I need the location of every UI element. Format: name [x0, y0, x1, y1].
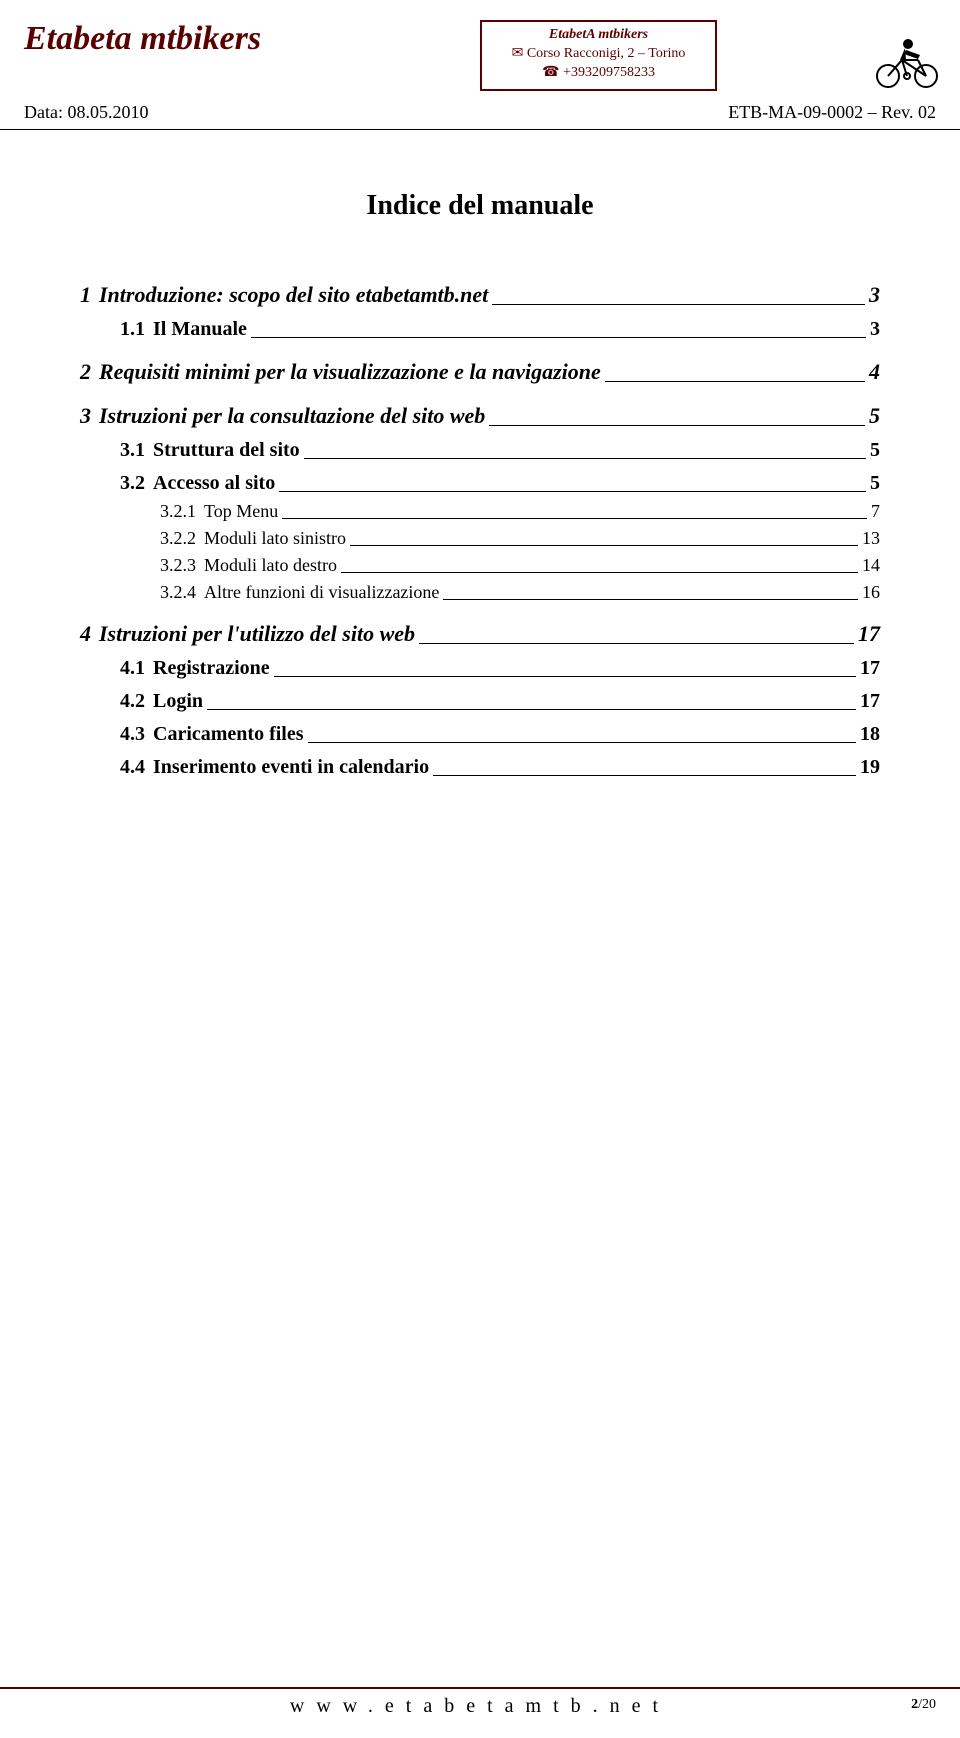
- page-footer: www.etabetamtb.net 2/20: [0, 1687, 960, 1718]
- toc-entry-page: 4: [869, 359, 880, 385]
- toc-leader-line: [207, 709, 856, 710]
- toc-entry: 3.2.4Altre funzioni di visualizzazione 16: [160, 582, 880, 603]
- toc-entry-title: Accesso al sito: [145, 472, 275, 495]
- biker-icon: [872, 30, 942, 95]
- toc-leader-line: [304, 458, 866, 459]
- toc-entry-title: Inserimento eventi in calendario: [145, 756, 429, 779]
- toc-entry-page: 3: [870, 318, 880, 341]
- toc-entry-page: 17: [860, 690, 880, 713]
- toc-entry-number: 3: [80, 403, 91, 429]
- toc-leader-line: [489, 425, 865, 426]
- toc-entry-number: 3.2.3: [160, 555, 196, 576]
- toc-leader-line: [443, 599, 858, 600]
- toc-entry-number: 4.2: [120, 690, 145, 713]
- toc-leader-line: [433, 775, 856, 776]
- toc-entry: 1Introduzione: scopo del sito etabetamtb…: [80, 282, 880, 308]
- toc-entry: 4.4Inserimento eventi in calendario 19: [120, 756, 880, 779]
- toc-entry-number: 3.2.2: [160, 528, 196, 549]
- toc-entry-title: Struttura del sito: [145, 439, 300, 462]
- toc-entry-page: 5: [870, 472, 880, 495]
- toc-entry: 3.2.2Moduli lato sinistro 13: [160, 528, 880, 549]
- toc-entry-title: Altre funzioni di visualizzazione: [196, 582, 439, 603]
- phone-icon: ☎: [542, 65, 559, 80]
- toc-title: Indice del manuale: [80, 190, 880, 222]
- toc-entry-number: 1.1: [120, 318, 145, 341]
- toc-leader-line: [605, 381, 865, 382]
- document-meta-row: Data: 08.05.2010 ETB-MA-09-0002 – Rev. 0…: [0, 102, 960, 130]
- page-total: 20: [922, 1697, 936, 1712]
- toc-entry-number: 3.1: [120, 439, 145, 462]
- toc-entry-page: 17: [858, 621, 880, 647]
- toc-entry-title: Moduli lato destro: [196, 555, 337, 576]
- toc-entry-page: 16: [862, 582, 880, 603]
- org-name: EtabetA mtbikers: [512, 26, 686, 45]
- org-address: Corso Racconigi, 2 – Torino: [527, 46, 686, 61]
- toc-leader-line: [308, 742, 856, 743]
- document-code: ETB-MA-09-0002 – Rev. 02: [728, 102, 936, 123]
- toc-entry-title: Moduli lato sinistro: [196, 528, 346, 549]
- footer-url: www.etabetamtb.net: [24, 1695, 936, 1718]
- org-info-box: EtabetA mtbikers ✉ Corso Racconigi, 2 – …: [480, 20, 718, 91]
- toc-entry-number: 3.2.1: [160, 501, 196, 522]
- toc-leader-line: [341, 572, 858, 573]
- toc-entry-number: 4.4: [120, 756, 145, 779]
- toc-entry-title: Istruzioni per l'utilizzo del sito web: [91, 621, 415, 647]
- toc-entry: 3.2.3Moduli lato destro 14: [160, 555, 880, 576]
- toc-entry: 4.1Registrazione 17: [120, 657, 880, 680]
- page-header: Etabeta mtbikers EtabetA mtbikers ✉ Cors…: [0, 20, 960, 91]
- toc-entry-page: 18: [860, 723, 880, 746]
- toc-entry: 2Requisiti minimi per la visualizzazione…: [80, 359, 880, 385]
- org-phone-line: ☎ +393209758233: [512, 64, 686, 83]
- document-date: Data: 08.05.2010: [24, 102, 148, 123]
- toc-entry-page: 17: [860, 657, 880, 680]
- toc-entry-page: 14: [862, 555, 880, 576]
- page-number: 2/20: [911, 1697, 936, 1713]
- toc-entry-number: 3.2.4: [160, 582, 196, 603]
- org-phone: +393209758233: [563, 65, 655, 80]
- toc-entry-title: Login: [145, 690, 203, 713]
- toc-entry-number: 2: [80, 359, 91, 385]
- org-address-line: ✉ Corso Racconigi, 2 – Torino: [512, 45, 686, 64]
- toc-entry: 4.2Login 17: [120, 690, 880, 713]
- toc-entry-title: Top Menu: [196, 501, 278, 522]
- toc-entry-page: 3: [869, 282, 880, 308]
- toc-entry: 3Istruzioni per la consultazione del sit…: [80, 403, 880, 429]
- toc-entry-title: Registrazione: [145, 657, 270, 680]
- toc-leader-line: [279, 491, 866, 492]
- toc-entry-number: 1: [80, 282, 91, 308]
- toc-leader-line: [492, 304, 865, 305]
- toc-entry-number: 4: [80, 621, 91, 647]
- toc-entry: 3.2.1Top Menu 7: [160, 501, 880, 522]
- toc-leader-line: [251, 337, 866, 338]
- toc-entry-number: 4.1: [120, 657, 145, 680]
- toc-entry-title: Introduzione: scopo del sito etabetamtb.…: [91, 282, 488, 308]
- table-of-contents: 1Introduzione: scopo del sito etabetamtb…: [80, 282, 880, 779]
- toc-leader-line: [419, 643, 854, 644]
- toc-leader-line: [274, 676, 856, 677]
- toc-leader-line: [350, 545, 858, 546]
- toc-entry: 3.1Struttura del sito 5: [120, 439, 880, 462]
- toc-entry: 1.1Il Manuale 3: [120, 318, 880, 341]
- toc-entry-page: 5: [870, 439, 880, 462]
- toc-entry-number: 4.3: [120, 723, 145, 746]
- toc-entry-title: Caricamento files: [145, 723, 304, 746]
- toc-entry-page: 13: [862, 528, 880, 549]
- toc-entry-title: Requisiti minimi per la visualizzazione …: [91, 359, 601, 385]
- toc-entry-page: 5: [869, 403, 880, 429]
- toc-entry-page: 19: [860, 756, 880, 779]
- toc-entry-title: Istruzioni per la consultazione del sito…: [91, 403, 485, 429]
- toc-leader-line: [282, 518, 867, 519]
- toc-entry-title: Il Manuale: [145, 318, 247, 341]
- envelope-icon: ✉: [512, 46, 524, 61]
- toc-entry: 4.3Caricamento files 18: [120, 723, 880, 746]
- brand-logo-text: Etabeta mtbikers: [24, 20, 261, 58]
- toc-entry: 3.2Accesso al sito 5: [120, 472, 880, 495]
- document-body: Indice del manuale 1Introduzione: scopo …: [0, 190, 960, 785]
- toc-entry-number: 3.2: [120, 472, 145, 495]
- toc-entry-page: 7: [871, 501, 880, 522]
- toc-entry: 4Istruzioni per l'utilizzo del sito web 1…: [80, 621, 880, 647]
